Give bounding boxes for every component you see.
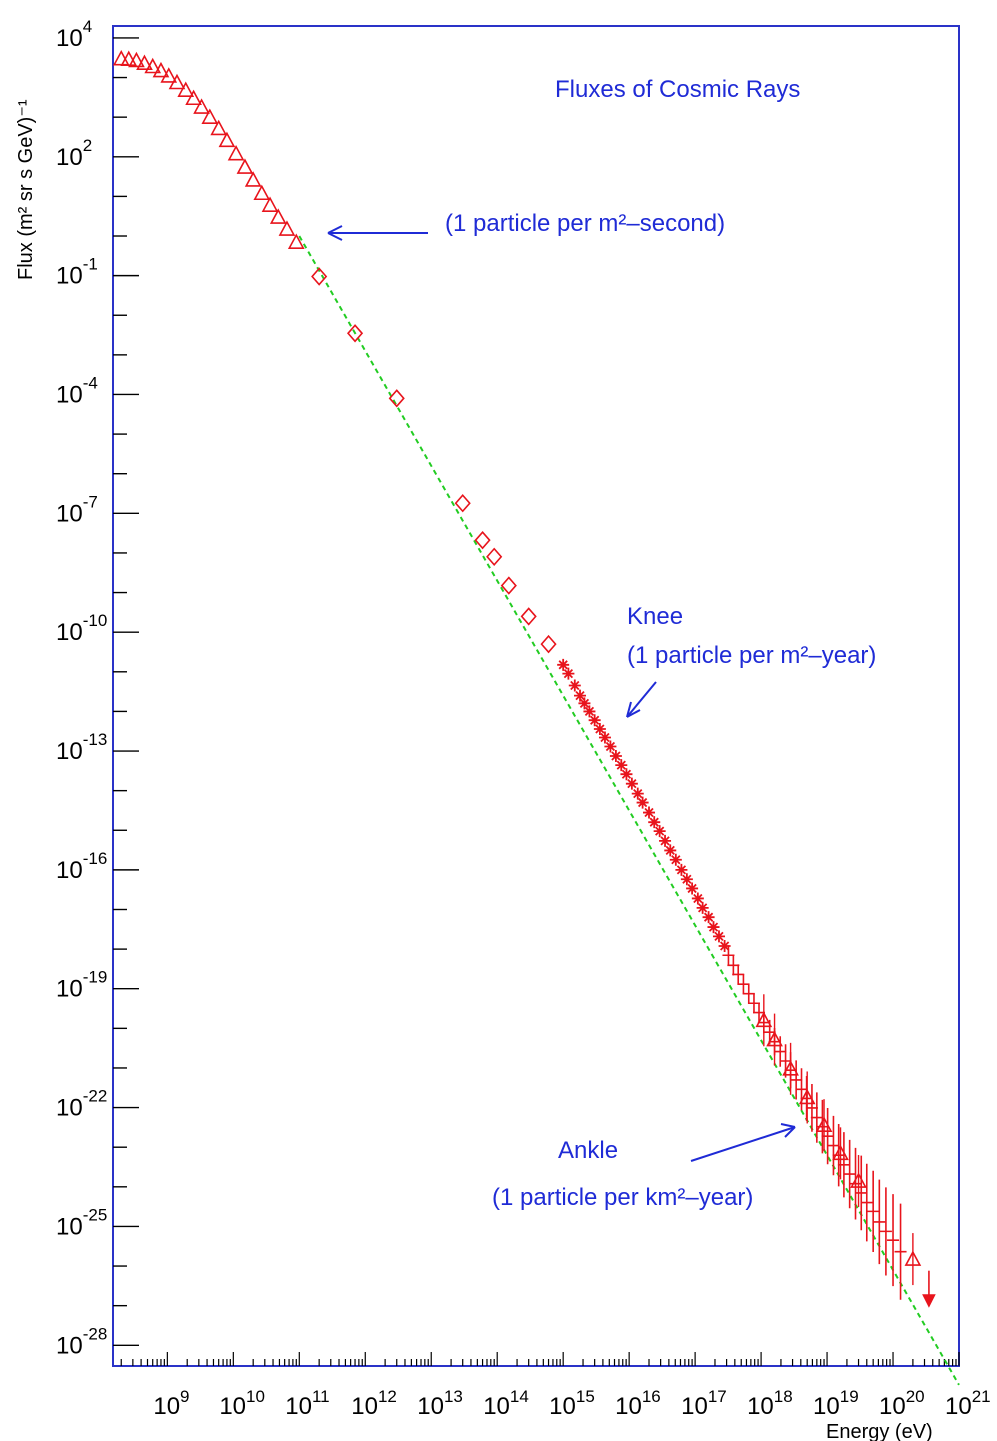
data-point-star xyxy=(654,825,666,837)
data-point-triangle xyxy=(271,210,285,223)
data-point-star xyxy=(557,659,569,671)
x-tick-label: 1011 xyxy=(285,1387,329,1420)
y-tick-label: 10-22 xyxy=(56,1087,107,1122)
data-point-star xyxy=(610,750,622,762)
x-axis-label: Energy (eV) xyxy=(826,1421,933,1441)
data-point-diamond xyxy=(522,608,536,624)
data-point-cross xyxy=(887,1194,899,1286)
annotation-one-per-m2-s: (1 particle per m²–second) xyxy=(445,210,725,237)
x-tick-label: 1012 xyxy=(351,1387,397,1420)
y-tick-label: 10-25 xyxy=(56,1205,107,1240)
y-axis-label: Flux (m² sr s GeV)⁻¹ xyxy=(15,99,37,280)
data-point-triangle xyxy=(195,100,209,113)
y-tick-label: 10-7 xyxy=(56,492,98,527)
data-point-cross xyxy=(855,1156,867,1231)
data-point-triangle xyxy=(179,83,193,96)
y-tick-label: 10-13 xyxy=(56,730,107,765)
data-point-cross xyxy=(827,1116,839,1175)
data-point-triangle xyxy=(162,69,176,82)
data-point-cross xyxy=(833,1124,845,1186)
data-markers xyxy=(114,52,935,1307)
data-point-triangle xyxy=(220,133,234,146)
data-point-cross xyxy=(790,1060,802,1099)
data-point-cross xyxy=(816,1100,828,1153)
data-point-cross xyxy=(844,1140,856,1208)
y-tick-label: 10-10 xyxy=(56,611,107,646)
data-point-triangle xyxy=(229,147,243,160)
data-point-cross xyxy=(737,974,749,994)
data-point-star xyxy=(681,873,693,885)
data-point-star xyxy=(620,768,632,780)
arrow-ankle xyxy=(691,1127,795,1161)
data-point-star xyxy=(604,741,616,753)
data-point-star xyxy=(686,882,698,894)
x-tick-label: 1013 xyxy=(417,1387,463,1420)
data-point-cross xyxy=(867,1171,879,1252)
x-axis-ticks: 109 1010 1011 1012 1013 1014 1015 1016 1017 1018 1… xyxy=(121,1352,990,1420)
y-axis-ticks: 104 102 10-1 10-4 10-7 10-10 10-13 10-16 10-19 10… xyxy=(56,17,139,1359)
y-tick-label: 10-1 xyxy=(56,255,98,290)
data-point-triangle xyxy=(187,91,201,104)
x-tick-label: 1010 xyxy=(219,1387,265,1420)
data-point-cross xyxy=(774,1036,786,1066)
data-point-triangle xyxy=(280,222,294,235)
annotation-ankle-sub: (1 particle per km²–year) xyxy=(492,1184,753,1211)
data-point-star xyxy=(664,844,676,856)
data-point-triangle xyxy=(263,198,277,211)
data-point-filled-triangle-down xyxy=(923,1295,935,1307)
data-point-cross xyxy=(850,1148,862,1220)
x-tick-label: 109 xyxy=(153,1387,189,1420)
x-tick-label: 1018 xyxy=(747,1387,793,1420)
x-tick-label: 1021 xyxy=(945,1387,991,1420)
x-tick-label: 1017 xyxy=(681,1387,727,1420)
reference-power-law-line xyxy=(299,236,959,1385)
chart-title: Fluxes of Cosmic Rays xyxy=(555,76,800,103)
data-point-triangle xyxy=(246,173,260,186)
data-point-diamond xyxy=(542,636,556,652)
data-point-cross xyxy=(748,993,760,1013)
annotation-ankle-title: Ankle xyxy=(558,1137,618,1164)
y-tick-label: 104 xyxy=(56,17,92,52)
arrow-knee xyxy=(627,682,656,717)
data-point-triangle xyxy=(203,110,217,123)
data-point-star xyxy=(626,778,638,790)
y-tick-label: 10-4 xyxy=(56,373,98,408)
data-point-diamond xyxy=(476,532,490,548)
data-point-cross xyxy=(880,1187,892,1275)
y-tick-label: 10-16 xyxy=(56,849,107,884)
annotation-knee-title: Knee xyxy=(627,603,683,630)
data-point-star xyxy=(659,835,671,847)
data-point-diamond xyxy=(487,549,501,565)
data-point-star xyxy=(713,930,725,942)
y-tick-label: 102 xyxy=(56,136,92,171)
data-point-triangle xyxy=(255,186,269,199)
data-point-diamond xyxy=(456,495,470,511)
data-point-triangle xyxy=(289,235,303,248)
x-tick-label: 1015 xyxy=(549,1387,595,1420)
data-point-triangle xyxy=(238,160,252,173)
data-point-cross xyxy=(895,1204,907,1300)
data-point-cross xyxy=(838,1132,850,1197)
data-point-star xyxy=(675,864,687,876)
data-point-star xyxy=(648,816,660,828)
y-tick-label: 10-28 xyxy=(56,1324,107,1359)
data-point-star xyxy=(569,680,581,692)
data-point-star xyxy=(670,854,682,866)
x-tick-label: 1016 xyxy=(615,1387,661,1420)
data-point-diamond xyxy=(390,390,404,406)
data-point-star xyxy=(643,807,655,819)
y-tick-label: 10-19 xyxy=(56,968,107,1003)
data-point-star xyxy=(615,759,627,771)
x-tick-label: 1020 xyxy=(879,1387,925,1420)
annotation-knee-sub: (1 particle per m²–year) xyxy=(627,642,876,669)
x-tick-label: 1019 xyxy=(813,1387,859,1420)
x-tick-label: 1014 xyxy=(483,1387,529,1420)
data-point-cross xyxy=(743,984,755,1004)
data-point-star xyxy=(562,668,574,680)
data-point-star xyxy=(589,714,601,726)
